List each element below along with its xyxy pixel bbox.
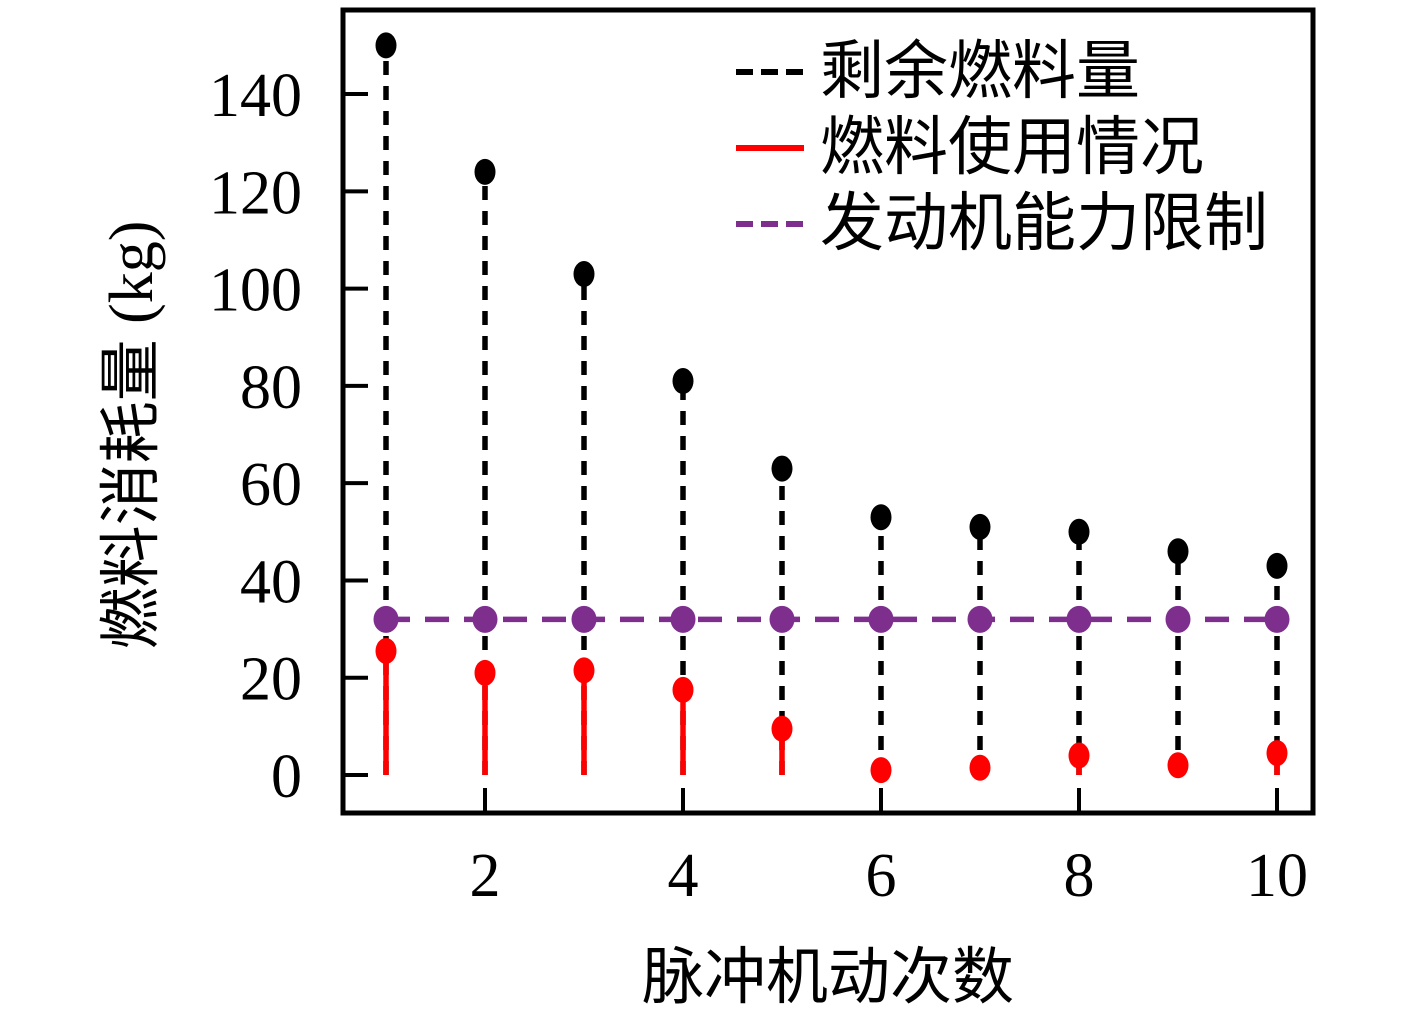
engine-limit-marker bbox=[1264, 605, 1290, 633]
remaining-fuel-marker bbox=[1068, 518, 1090, 545]
remaining-fuel-marker bbox=[375, 32, 397, 59]
chart-layer: 0 20 40 60 80 100 120 140 2 4 6 8 10 bbox=[209, 32, 1308, 910]
fuel-used-marker bbox=[870, 757, 892, 784]
y-axis-title: 燃料消耗量 (kg) bbox=[98, 221, 166, 650]
legend-item-remaining-fuel: 剩余燃料量 bbox=[736, 34, 1268, 110]
engine-limit-marker bbox=[1165, 605, 1191, 633]
legend-dashed-line-swatch-black bbox=[736, 69, 804, 75]
y-tick-label: 40 bbox=[240, 548, 302, 616]
legend-label-fuel-used: 燃料使用情况 bbox=[820, 112, 1204, 183]
engine-limit-marker bbox=[868, 605, 894, 633]
fuel-used-marker bbox=[1068, 742, 1090, 769]
legend-item-fuel-used: 燃料使用情况 bbox=[736, 110, 1268, 186]
engine-limit-marker bbox=[373, 605, 399, 633]
legend-label-remaining-fuel: 剩余燃料量 bbox=[820, 36, 1140, 107]
plot-box bbox=[340, 7, 1316, 816]
y-tick-label: 20 bbox=[240, 646, 302, 714]
fuel-used-marker bbox=[672, 676, 694, 703]
y-tick-label: 120 bbox=[209, 159, 302, 227]
y-tick-label: 60 bbox=[240, 451, 302, 519]
engine-limit-marker bbox=[472, 605, 498, 633]
y-tick-label: 100 bbox=[209, 257, 302, 325]
remaining-fuel-marker bbox=[1167, 538, 1189, 565]
engine-limit-marker bbox=[1066, 605, 1092, 633]
remaining-fuel-marker bbox=[969, 513, 991, 540]
remaining-fuel-marker bbox=[474, 158, 496, 185]
legend-solid-line-swatch-red bbox=[736, 145, 804, 151]
legend-item-engine-limit: 发动机能力限制 bbox=[736, 186, 1268, 262]
engine-limit-marker bbox=[769, 605, 795, 633]
fuel-used-marker bbox=[375, 637, 397, 664]
remaining-fuel-marker bbox=[1266, 552, 1288, 579]
engine-limit-marker bbox=[571, 605, 597, 633]
remaining-fuel-marker bbox=[672, 368, 694, 395]
x-tick-label: 2 bbox=[470, 842, 501, 910]
fuel-used-marker bbox=[1266, 740, 1288, 767]
x-tick-label: 10 bbox=[1246, 842, 1308, 910]
legend-label-engine-limit: 发动机能力限制 bbox=[820, 188, 1268, 259]
engine-limit-marker bbox=[670, 605, 696, 633]
x-axis-title: 脉冲机动次数 bbox=[642, 944, 1014, 1012]
fuel-used-marker bbox=[969, 754, 991, 781]
fuel-used-marker bbox=[1167, 752, 1189, 779]
fuel-used-marker bbox=[771, 715, 793, 742]
legend-dashed-line-swatch-purple bbox=[736, 221, 804, 227]
y-tick-label: 0 bbox=[271, 743, 302, 811]
remaining-fuel-marker bbox=[870, 504, 892, 531]
y-tick-label: 140 bbox=[209, 62, 302, 130]
x-tick-label: 4 bbox=[668, 842, 699, 910]
x-tick-label: 8 bbox=[1064, 842, 1095, 910]
fuel-used-marker bbox=[573, 657, 595, 684]
remaining-fuel-marker bbox=[573, 261, 595, 288]
fuel-used-marker bbox=[474, 659, 496, 686]
legend: 剩余燃料量 燃料使用情况 发动机能力限制 bbox=[736, 34, 1268, 262]
x-tick-label: 6 bbox=[866, 842, 897, 910]
y-tick-label: 80 bbox=[240, 354, 302, 422]
remaining-fuel-marker bbox=[771, 455, 793, 482]
engine-limit-marker bbox=[967, 605, 993, 633]
